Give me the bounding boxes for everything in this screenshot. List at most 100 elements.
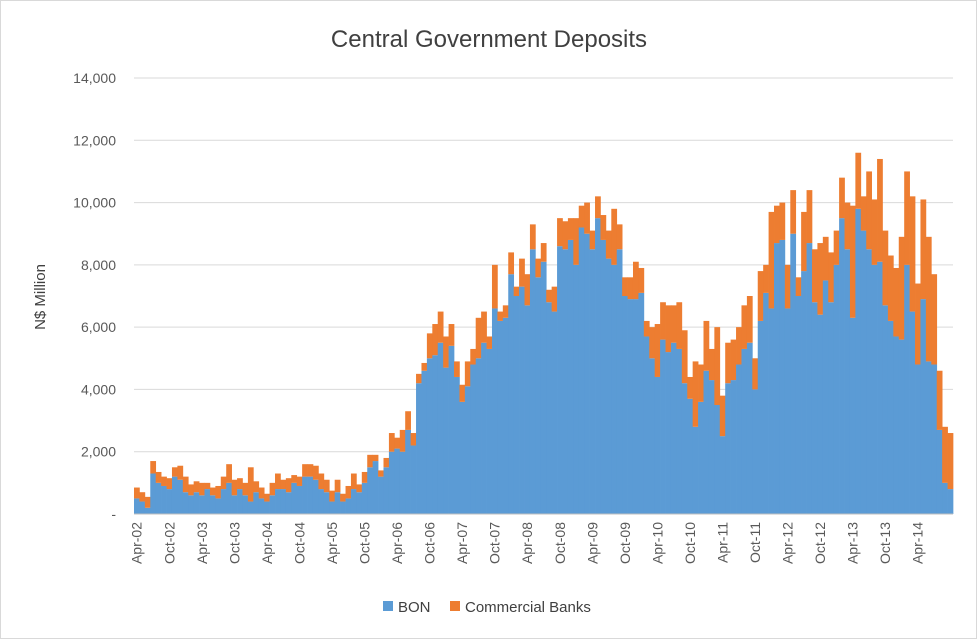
x-tick-label: Apr-02 — [129, 522, 145, 564]
bar-bon — [746, 342, 753, 514]
bar-commercial-banks — [323, 479, 330, 493]
bar-commercial-banks — [329, 490, 336, 502]
legend-swatch — [383, 601, 393, 611]
bar-bon — [519, 286, 525, 514]
bar-commercial-banks — [763, 264, 769, 293]
bar-bon — [513, 296, 520, 514]
bar-commercial-banks — [535, 258, 542, 278]
bar-commercial-banks — [340, 493, 346, 502]
bar-commercial-banks — [839, 177, 845, 219]
bar-bon — [828, 302, 835, 514]
x-tick-label: Oct-09 — [617, 522, 633, 564]
bar-bon — [708, 380, 715, 514]
bar-commercial-banks — [600, 215, 607, 240]
bar-commercial-banks — [573, 218, 580, 265]
bar-commercial-banks — [361, 471, 368, 483]
bar-bon — [616, 249, 623, 515]
bar-commercial-banks — [432, 324, 439, 356]
bar-commercial-banks — [660, 302, 666, 340]
bar-commercial-banks — [275, 473, 281, 490]
bar-commercial-banks — [936, 370, 943, 430]
bar-commercial-banks — [632, 261, 639, 300]
bar-commercial-banks — [410, 433, 417, 446]
bar-commercial-banks — [768, 211, 775, 309]
bar-bon — [367, 467, 373, 514]
bar-commercial-banks — [334, 479, 341, 493]
bar-commercial-banks — [687, 376, 694, 399]
bar-bon — [741, 348, 748, 514]
bar-bon — [432, 355, 439, 514]
bar-commercial-banks — [692, 361, 699, 427]
bar-commercial-banks — [372, 454, 379, 462]
bar-bon — [312, 479, 319, 514]
bar-commercial-banks — [898, 236, 905, 340]
bar-commercial-banks — [752, 358, 759, 390]
bar-bon — [171, 476, 178, 514]
bar-commercial-banks — [725, 342, 731, 384]
bar-commercial-banks — [774, 205, 780, 244]
bar-commercial-banks — [654, 324, 661, 377]
bar-commercial-banks — [882, 230, 889, 306]
bar-bon — [253, 492, 260, 514]
bar-commercial-banks — [209, 487, 216, 496]
bar-bon — [627, 299, 634, 514]
bar-bon — [524, 305, 531, 514]
bar-commercial-banks — [643, 320, 650, 337]
bar-bon — [557, 246, 563, 514]
bar-bon — [866, 249, 872, 515]
bar-bon — [839, 218, 845, 514]
bar-commercial-banks — [828, 252, 835, 303]
bar-commercial-banks — [437, 311, 444, 343]
bar-commercial-banks — [730, 339, 737, 381]
bar-bon — [649, 358, 656, 514]
y-axis-tick-labels: - 2,000 4,000 6,000 8,000 10,000 12,000 14,000 — [73, 70, 116, 522]
bar-commercial-banks — [616, 224, 623, 250]
bar-commercial-banks — [470, 348, 477, 365]
bar-commercial-banks — [627, 277, 634, 300]
bar-bon — [416, 383, 422, 514]
bar-commercial-banks — [258, 487, 265, 499]
bar-commercial-banks — [638, 267, 645, 293]
bar-bon — [578, 227, 585, 514]
y-tick-label: 14,000 — [73, 70, 116, 86]
chart-title: Central Government Deposits — [331, 26, 647, 53]
bar-bon — [817, 314, 824, 514]
bar-commercial-banks — [860, 196, 867, 231]
bar-bon — [660, 339, 666, 514]
legend-swatch — [450, 601, 460, 611]
bar-bon — [855, 208, 862, 515]
bar-commercial-banks — [557, 218, 563, 247]
bar-bon — [231, 495, 238, 514]
bar-bon — [600, 239, 607, 514]
bar-commercial-banks — [464, 361, 471, 387]
bar-bon — [443, 367, 449, 514]
bar-bon — [188, 495, 195, 514]
x-tick-label: Apr-11 — [714, 522, 730, 563]
bar-commercial-banks — [253, 481, 260, 493]
bar-commercial-banks — [383, 457, 390, 468]
bar-commercial-banks — [291, 475, 298, 483]
bar-commercial-banks — [416, 373, 422, 384]
bar-bon — [209, 495, 216, 514]
bar-commercial-banks — [166, 478, 173, 490]
bar-bon — [931, 364, 938, 514]
bar-bon — [546, 302, 552, 514]
bar-commercial-banks — [394, 437, 401, 449]
bar-bon — [199, 495, 205, 514]
bar-bon — [242, 495, 249, 514]
bar-bon — [372, 461, 379, 514]
bar-commercial-banks — [676, 302, 683, 349]
bar-commercial-banks — [215, 485, 222, 499]
bar-bon — [784, 308, 791, 514]
bar-bon — [736, 364, 742, 514]
bar-commercial-banks — [817, 243, 824, 315]
bar-bon — [470, 364, 477, 514]
bar-bon — [323, 492, 330, 514]
bar-bon — [296, 485, 303, 514]
bar-bon — [502, 317, 509, 514]
bar-bon — [275, 489, 281, 514]
bar-commercial-banks — [849, 205, 856, 318]
bar-commercial-banks — [757, 271, 764, 321]
bar-bon — [779, 239, 786, 514]
